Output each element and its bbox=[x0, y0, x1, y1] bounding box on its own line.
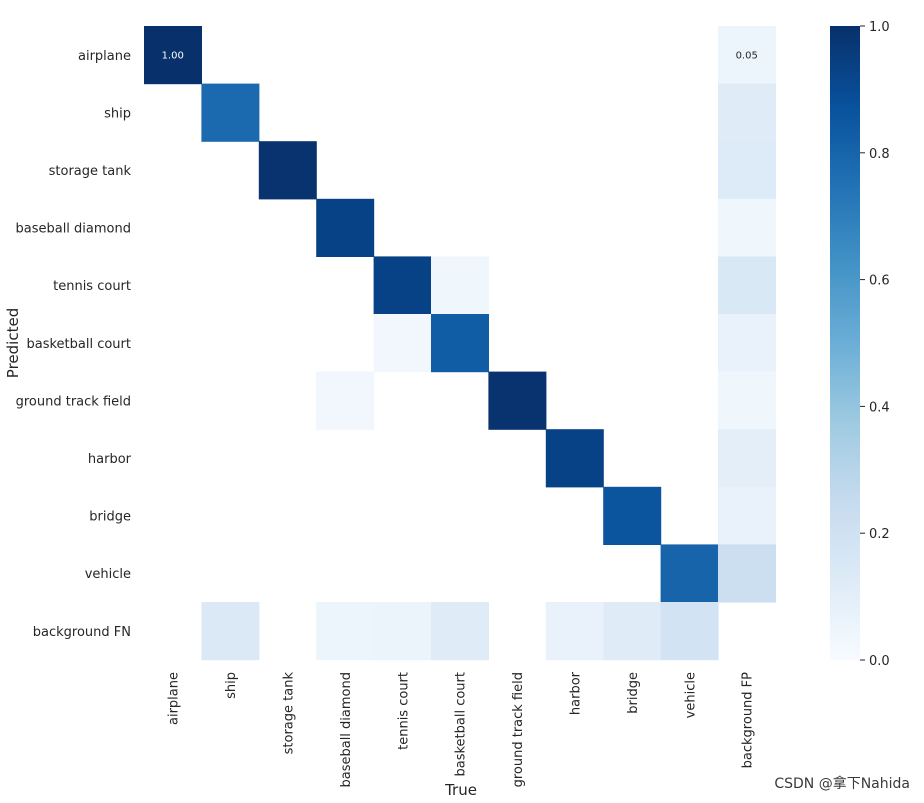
heatmap-cell bbox=[431, 602, 489, 661]
heatmap-cell bbox=[431, 314, 489, 373]
y-tick-label: harbor bbox=[88, 452, 132, 467]
x-tick-label: airplane bbox=[167, 672, 182, 725]
heatmap-cell bbox=[373, 602, 432, 661]
heatmap-cell bbox=[718, 429, 776, 488]
heatmap-cell bbox=[603, 602, 662, 661]
y-axis-label: Predicted bbox=[4, 308, 22, 378]
x-tick-label: bridge bbox=[626, 672, 641, 714]
cell-annotations: 1.00 0.05 bbox=[162, 50, 758, 61]
heatmap-cell bbox=[201, 83, 260, 142]
heatmap-cell bbox=[258, 141, 317, 200]
x-tick-label: baseball diamond bbox=[339, 672, 354, 788]
colorbar-tick-label: 0.0 bbox=[869, 654, 890, 669]
colorbar-tick-label: 0.4 bbox=[869, 400, 890, 415]
y-tick-label: storage tank bbox=[49, 164, 132, 179]
heatmap-cell bbox=[718, 486, 776, 545]
y-tick-label: bridge bbox=[89, 510, 131, 525]
colorbar-tick-label: 0.2 bbox=[869, 527, 890, 542]
heatmap-cell bbox=[718, 198, 776, 257]
x-tick-label: background FP bbox=[741, 672, 756, 768]
y-tick-label: vehicle bbox=[85, 567, 131, 582]
colorbar-tick-label: 1.0 bbox=[869, 20, 890, 35]
heatmap-cell bbox=[545, 429, 604, 488]
heatmap-cell bbox=[488, 371, 547, 430]
y-tick-label: background FN bbox=[33, 625, 131, 640]
colorbar-tick-label: 0.8 bbox=[869, 147, 890, 162]
heatmap-cell bbox=[718, 141, 776, 200]
heatmap-cell bbox=[144, 26, 202, 85]
heatmap-cell bbox=[373, 314, 432, 373]
y-tick-label: basketball court bbox=[26, 337, 131, 352]
heatmap-cell bbox=[316, 371, 375, 430]
x-tick-label: vehicle bbox=[683, 672, 698, 718]
heatmap-cell bbox=[373, 256, 432, 315]
x-tick-label: basketball court bbox=[454, 672, 469, 777]
x-tick-label: harbor bbox=[569, 671, 584, 715]
x-tick-label: ship bbox=[224, 672, 239, 699]
heatmap-cell bbox=[718, 26, 776, 85]
heatmap-cell bbox=[316, 602, 375, 661]
x-tick-label: storage tank bbox=[282, 672, 297, 755]
x-axis-label: True bbox=[444, 781, 477, 799]
heatmap-cell bbox=[316, 198, 375, 257]
heatmap-cell bbox=[201, 602, 260, 661]
y-tick-label: baseball diamond bbox=[15, 222, 131, 237]
colorbar bbox=[830, 26, 860, 660]
x-tick-label: ground track field bbox=[511, 672, 526, 787]
colorbar-ticks: 0.0 0.2 0.4 0.6 0.8 1.0 bbox=[860, 20, 890, 669]
heatmap-cell bbox=[545, 602, 604, 661]
cell-annotation: 0.05 bbox=[736, 50, 758, 61]
y-tick-labels: airplane ship storage tank baseball diamond… bbox=[15, 49, 131, 640]
heatmap-cell bbox=[718, 544, 776, 603]
heatmap-cell bbox=[660, 544, 719, 603]
heatmap-cell bbox=[660, 602, 719, 661]
y-tick-label: ground track field bbox=[16, 394, 131, 409]
heatmap-cell bbox=[718, 314, 776, 373]
watermark: CSDN @拿下Nahida bbox=[774, 776, 910, 792]
x-tick-labels: airplane ship storage tank baseball diamond… bbox=[167, 671, 756, 787]
x-tick-label: tennis court bbox=[396, 672, 411, 750]
y-tick-label: ship bbox=[104, 106, 131, 121]
y-tick-label: airplane bbox=[78, 49, 131, 64]
heatmap-cell bbox=[718, 256, 776, 315]
heatmap-cell bbox=[718, 371, 776, 430]
heatmap-cells bbox=[144, 26, 776, 661]
colorbar-tick-label: 0.6 bbox=[869, 274, 890, 289]
heatmap-cell bbox=[718, 83, 776, 142]
cell-annotation: 1.00 bbox=[162, 50, 184, 61]
y-tick-label: tennis court bbox=[53, 279, 131, 294]
heatmap-cell bbox=[603, 486, 662, 545]
heatmap-cell bbox=[431, 256, 489, 315]
